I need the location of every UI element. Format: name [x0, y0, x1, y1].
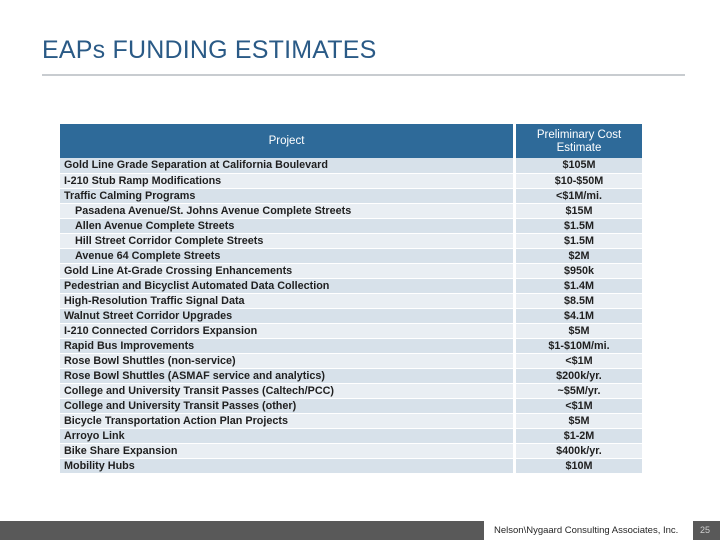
cost-cell: $1-$10M/mi.	[516, 338, 642, 354]
column-gap	[513, 233, 516, 248]
project-cell: Gold Line At-Grade Crossing Enhancements	[60, 263, 513, 279]
cost-cell: $2M	[516, 248, 642, 264]
project-cell: Rose Bowl Shuttles (ASMAF service and an…	[60, 368, 513, 384]
cost-cell: $200k/yr.	[516, 368, 642, 384]
project-cell: Avenue 64 Complete Streets	[60, 248, 513, 264]
table-row: High-Resolution Traffic Signal Data $8.5M	[60, 293, 642, 309]
table-row: Pedestrian and Bicyclist Automated Data …	[60, 278, 642, 294]
column-gap	[513, 158, 516, 173]
table-row: Walnut Street Corridor Upgrades $4.1M	[60, 308, 642, 324]
title-divider	[42, 74, 685, 76]
project-column-header: Project	[60, 124, 513, 158]
project-cell: Pedestrian and Bicyclist Automated Data …	[60, 278, 513, 294]
project-cell: Mobility Hubs	[60, 458, 513, 474]
table-row: Mobility Hubs $10M	[60, 458, 642, 474]
table-row: Avenue 64 Complete Streets $2M	[60, 248, 642, 264]
project-cell: Bicycle Transportation Action Plan Proje…	[60, 413, 513, 429]
column-gap	[513, 293, 516, 308]
column-gap	[513, 353, 516, 368]
table-row: Allen Avenue Complete Streets $1.5M	[60, 218, 642, 234]
column-gap	[513, 413, 516, 428]
project-cell: Hill Street Corridor Complete Streets	[60, 233, 513, 249]
column-gap	[513, 124, 516, 158]
cost-cell: $1.4M	[516, 278, 642, 294]
column-gap	[513, 443, 516, 458]
table-body: Gold Line Grade Separation at California…	[60, 158, 642, 474]
cost-cell: $10M	[516, 458, 642, 474]
slide-title: EAPs FUNDING ESTIMATES	[42, 36, 377, 64]
cost-cell: $400k/yr.	[516, 443, 642, 459]
table-row: Hill Street Corridor Complete Streets $1.…	[60, 233, 642, 249]
cost-cell: $1-2M	[516, 428, 642, 444]
cost-cell: $5M	[516, 413, 642, 429]
table-row: College and University Transit Passes (C…	[60, 383, 642, 399]
cost-column-header: Preliminary Cost Estimate	[516, 124, 642, 158]
project-cell: Bike Share Expansion	[60, 443, 513, 459]
funding-estimates-table: Project Preliminary Cost Estimate Gold L…	[60, 124, 642, 474]
table-row: Gold Line At-Grade Crossing Enhancements…	[60, 263, 642, 279]
column-gap	[513, 368, 516, 383]
table-row: Traffic Calming Programs <$1M/mi.	[60, 188, 642, 204]
column-gap	[513, 398, 516, 413]
column-gap	[513, 458, 516, 473]
column-gap	[513, 188, 516, 203]
cost-cell: $8.5M	[516, 293, 642, 309]
table-row: Rose Bowl Shuttles (ASMAF service and an…	[60, 368, 642, 384]
column-gap	[513, 383, 516, 398]
column-gap	[513, 338, 516, 353]
project-cell: Arroyo Link	[60, 428, 513, 444]
column-gap	[513, 173, 516, 188]
cost-cell: $1.5M	[516, 218, 642, 234]
column-gap	[513, 218, 516, 233]
cost-cell: $950k	[516, 263, 642, 279]
column-gap	[513, 308, 516, 323]
column-gap	[513, 263, 516, 278]
table-row: Bike Share Expansion $400k/yr.	[60, 443, 642, 459]
cost-cell: $105M	[516, 158, 642, 174]
table-row: Bicycle Transportation Action Plan Proje…	[60, 413, 642, 429]
project-cell: College and University Transit Passes (o…	[60, 398, 513, 414]
table-row: Arroyo Link $1-2M	[60, 428, 642, 444]
project-cell: College and University Transit Passes (C…	[60, 383, 513, 399]
column-gap	[513, 323, 516, 338]
project-cell: Rose Bowl Shuttles (non-service)	[60, 353, 513, 369]
column-gap	[513, 248, 516, 263]
table-row: Pasadena Avenue/St. Johns Avenue Complet…	[60, 203, 642, 219]
table-row: Rose Bowl Shuttles (non-service) <$1M	[60, 353, 642, 369]
cost-cell: $4.1M	[516, 308, 642, 324]
project-cell: Rapid Bus Improvements	[60, 338, 513, 354]
table-header-row: Project Preliminary Cost Estimate	[60, 124, 642, 158]
cost-cell: <$1M	[516, 353, 642, 369]
project-cell: High-Resolution Traffic Signal Data	[60, 293, 513, 309]
cost-cell: $10-$50M	[516, 173, 642, 189]
table-row: Gold Line Grade Separation at California…	[60, 158, 642, 174]
cost-cell: $15M	[516, 203, 642, 219]
cost-cell: <$1M	[516, 398, 642, 414]
page-number: 25	[700, 525, 711, 535]
project-cell: Allen Avenue Complete Streets	[60, 218, 513, 234]
cost-cell: $1.5M	[516, 233, 642, 249]
footer-company: Nelson\Nygaard Consulting Associates, In…	[484, 521, 693, 540]
cost-cell: <$1M/mi.	[516, 188, 642, 204]
table-row: I-210 Stub Ramp Modifications $10-$50M	[60, 173, 642, 189]
project-cell: Gold Line Grade Separation at California…	[60, 158, 513, 174]
table-row: I-210 Connected Corridors Expansion $5M	[60, 323, 642, 339]
column-gap	[513, 203, 516, 218]
project-cell: I-210 Connected Corridors Expansion	[60, 323, 513, 339]
project-cell: Pasadena Avenue/St. Johns Avenue Complet…	[60, 203, 513, 219]
table-row: College and University Transit Passes (o…	[60, 398, 642, 414]
table-row: Rapid Bus Improvements $1-$10M/mi.	[60, 338, 642, 354]
project-cell: Traffic Calming Programs	[60, 188, 513, 204]
project-cell: I-210 Stub Ramp Modifications	[60, 173, 513, 189]
cost-cell: ~$5M/yr.	[516, 383, 642, 399]
column-gap	[513, 278, 516, 293]
project-cell: Walnut Street Corridor Upgrades	[60, 308, 513, 324]
cost-cell: $5M	[516, 323, 642, 339]
column-gap	[513, 428, 516, 443]
